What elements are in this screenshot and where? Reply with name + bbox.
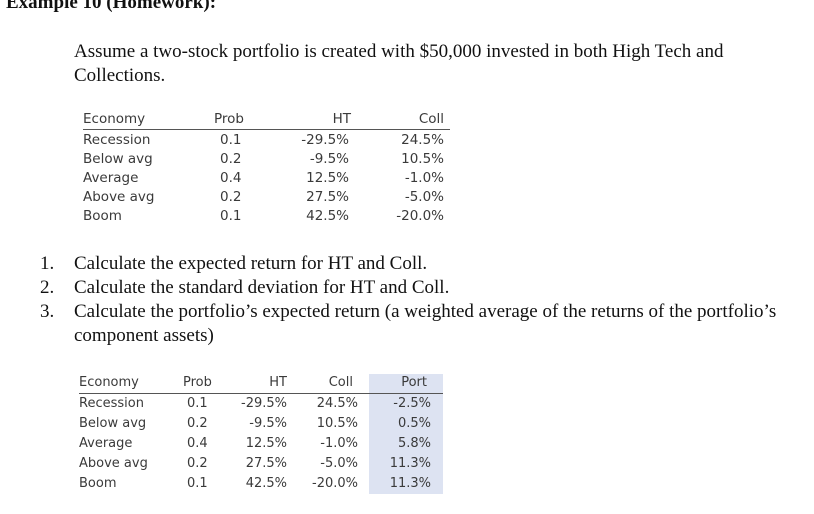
header-prob: Prob — [183, 375, 212, 390]
cell-ht: -29.5% — [241, 396, 287, 411]
cell-ht: 27.5% — [306, 189, 349, 205]
cell-prob: 0.1 — [187, 396, 208, 411]
cell-economy: Above avg — [83, 189, 155, 205]
cell-economy: Below avg — [83, 151, 153, 167]
task-text: Calculate the portfolio’s expected retur… — [74, 301, 777, 346]
cell-coll: -1.0% — [404, 170, 444, 186]
header-ht: HT — [332, 111, 351, 127]
cell-coll: -5.0% — [320, 456, 358, 471]
task-text: Calculate the expected return for HT and… — [74, 253, 428, 274]
cell-economy: Recession — [83, 132, 151, 148]
cell-coll: -20.0% — [312, 476, 358, 491]
cell-ht: -9.5% — [309, 151, 349, 167]
cell-economy: Recession — [79, 396, 144, 411]
cell-prob: 0.1 — [220, 132, 242, 148]
header-economy: Economy — [79, 375, 139, 390]
cell-ht: 42.5% — [306, 208, 349, 224]
cell-economy: Boom — [83, 208, 122, 224]
cell-prob: 0.2 — [187, 416, 208, 431]
cell-coll: 24.5% — [401, 132, 444, 148]
cell-prob: 0.1 — [220, 208, 242, 224]
cell-economy: Below avg — [79, 416, 147, 431]
cell-prob: 0.4 — [220, 170, 242, 186]
header-economy: Economy — [83, 111, 146, 127]
header-divider — [79, 393, 443, 394]
cell-prob: 0.2 — [220, 189, 242, 205]
cell-ht: -9.5% — [249, 416, 287, 431]
portfolio-returns-table: Economy Prob HT Coll Port Recession 0.1 … — [79, 374, 449, 499]
cell-prob: 0.1 — [187, 476, 208, 491]
task-number: 1. — [40, 253, 55, 274]
cell-economy: Above avg — [79, 456, 148, 471]
cell-port: 11.3% — [389, 476, 431, 491]
cell-economy: Average — [79, 436, 133, 451]
header-coll: Coll — [418, 111, 444, 127]
header-prob: Prob — [214, 111, 244, 127]
cell-port: -2.5% — [393, 396, 431, 411]
page-title: Example 10 (Homework): — [6, 0, 217, 13]
intro-paragraph: Assume a two-stock portfolio is created … — [74, 41, 724, 86]
port-column-highlight — [369, 374, 443, 494]
task-item: 2. Calculate the standard deviation for … — [40, 276, 780, 300]
cell-prob: 0.2 — [220, 151, 242, 167]
cell-prob: 0.4 — [187, 436, 208, 451]
cell-ht: 12.5% — [306, 170, 349, 186]
cell-ht: -29.5% — [301, 132, 349, 148]
cell-economy: Boom — [79, 476, 117, 491]
header-divider — [83, 129, 450, 130]
cell-coll: 10.5% — [316, 416, 358, 431]
cell-coll: -5.0% — [404, 189, 444, 205]
cell-coll: -20.0% — [396, 208, 444, 224]
cell-ht: 42.5% — [245, 476, 287, 491]
cell-ht: 12.5% — [245, 436, 287, 451]
cell-coll: 10.5% — [401, 151, 444, 167]
cell-ht: 27.5% — [245, 456, 287, 471]
cell-coll: -1.0% — [320, 436, 358, 451]
task-number: 3. — [40, 301, 55, 322]
header-coll: Coll — [328, 375, 353, 390]
cell-coll: 24.5% — [316, 396, 358, 411]
task-item: 1. Calculate the expected return for HT … — [40, 252, 780, 276]
header-ht: HT — [269, 375, 287, 390]
cell-port: 11.3% — [389, 456, 431, 471]
cell-port: 0.5% — [397, 416, 431, 431]
returns-table: Economy Prob HT Coll Recession 0.1 -29.5… — [83, 111, 453, 231]
cell-economy: Average — [83, 170, 139, 186]
task-item: 3. Calculate the portfolio’s expected re… — [40, 300, 780, 348]
cell-prob: 0.2 — [187, 456, 208, 471]
task-number: 2. — [40, 277, 55, 298]
task-list: 1. Calculate the expected return for HT … — [40, 252, 780, 348]
task-text: Calculate the standard deviation for HT … — [74, 277, 450, 298]
cell-port: 5.8% — [397, 436, 431, 451]
header-port: Port — [401, 375, 427, 390]
